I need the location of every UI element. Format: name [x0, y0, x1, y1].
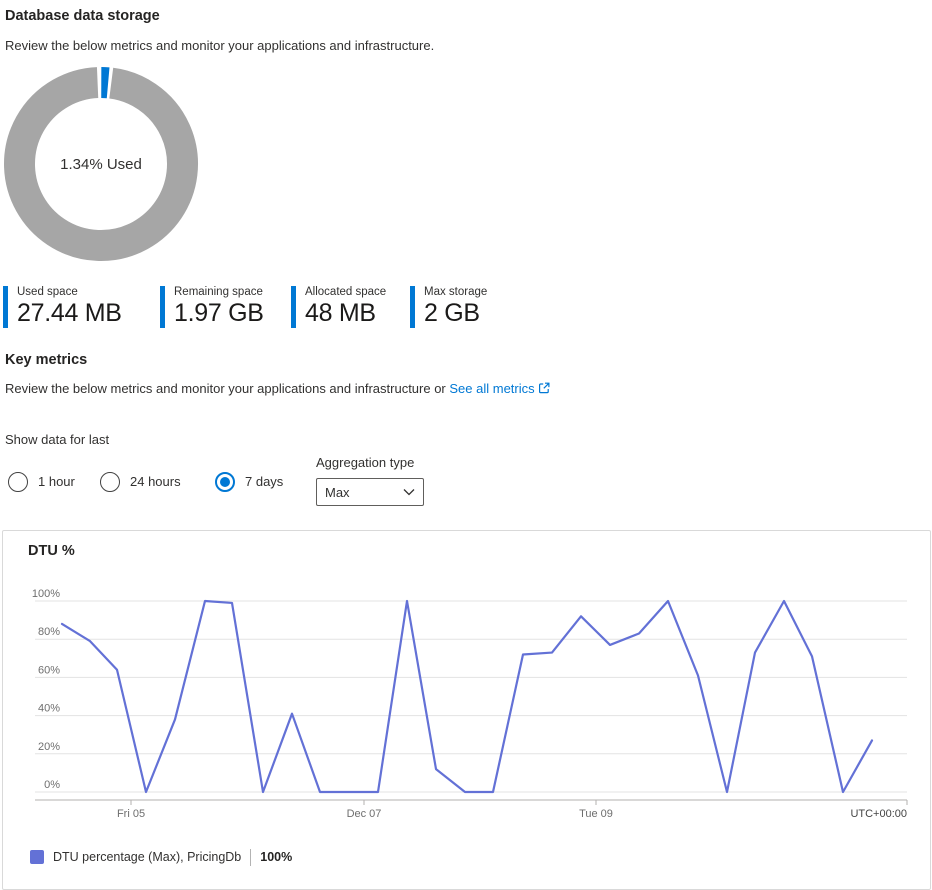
storage-donut-chart — [4, 67, 198, 261]
dtu-chart-card — [2, 530, 931, 890]
metric-value: 1.97 GB — [174, 299, 264, 327]
metric-value: 48 MB — [305, 299, 376, 327]
radio-label: 24 hours — [130, 474, 181, 489]
radio-icon — [215, 471, 235, 492]
metric-label: Allocated space — [305, 286, 387, 298]
page-title: Database data storage — [5, 8, 160, 24]
radio-1-hour[interactable]: 1 hour — [8, 471, 75, 492]
aggregation-type-label: Aggregation type — [316, 455, 415, 470]
page-subtitle: Review the below metrics and monitor you… — [5, 38, 435, 53]
key-metrics-subtitle: Review the below metrics and monitor you… — [5, 381, 550, 397]
metric-max-storage: Max storage 2 GB — [410, 286, 487, 328]
dropdown-selected-value: Max — [325, 484, 350, 500]
radio-icon — [8, 471, 28, 492]
metric-label: Remaining space — [174, 286, 263, 298]
metric-allocated-space: Allocated space 48 MB — [291, 286, 386, 328]
donut-center-label: 1.34% Used — [60, 155, 142, 173]
legend-swatch — [30, 850, 44, 864]
legend-divider — [250, 848, 252, 866]
dtu-chart-title: DTU % — [28, 543, 75, 559]
see-all-metrics-link[interactable]: See all metrics — [449, 381, 535, 396]
metric-value: 27.44 MB — [17, 299, 122, 327]
metric-label: Max storage — [424, 286, 488, 298]
key-metrics-title: Key metrics — [5, 352, 88, 368]
legend-series-label: DTU percentage (Max), PricingDb — [53, 850, 242, 864]
show-data-for-last-label: Show data for last — [5, 432, 110, 447]
key-metrics-subtitle-text: Review the below metrics and monitor you… — [5, 381, 450, 396]
metric-used-space: Used space 27.44 MB — [3, 286, 122, 328]
external-link-icon — [538, 382, 550, 397]
chart-legend: DTU percentage (Max), PricingDb 100% — [30, 848, 292, 866]
metric-remaining-space: Remaining space 1.97 GB — [160, 286, 264, 328]
legend-current-value: 100% — [260, 850, 293, 864]
metric-value: 2 GB — [424, 299, 480, 327]
radio-icon — [100, 471, 120, 492]
radio-label: 7 days — [245, 474, 284, 489]
metric-label: Used space — [17, 286, 78, 298]
radio-7-days[interactable]: 7 days — [215, 471, 283, 492]
chevron-down-icon — [403, 483, 415, 501]
radio-label: 1 hour — [38, 474, 75, 489]
radio-24-hours[interactable]: 24 hours — [100, 471, 181, 492]
aggregation-type-dropdown[interactable]: Max — [316, 478, 424, 506]
